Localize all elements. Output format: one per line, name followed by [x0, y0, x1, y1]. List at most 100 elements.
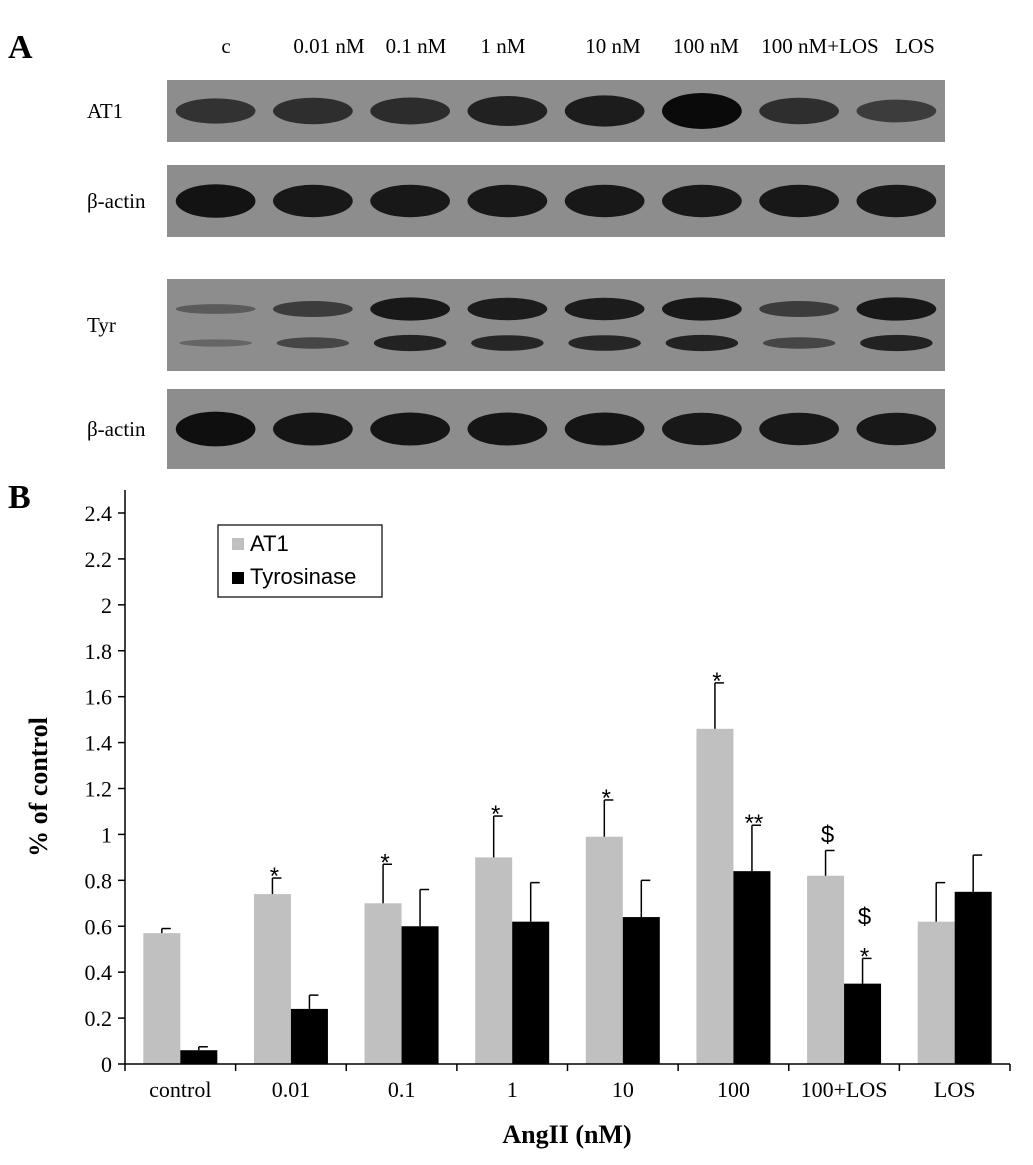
x-tick-label-0-1: 0.1 [388, 1077, 416, 1102]
legend-swatch-at1 [232, 538, 244, 550]
y-tick-label: 1.2 [85, 777, 113, 802]
bar-at1-0-1 [364, 903, 402, 1064]
bar-at1-control [143, 933, 181, 1064]
bar-at1-100 [696, 728, 734, 1064]
y-tick-label: 0.8 [85, 868, 113, 893]
blot-label: β-actin [87, 417, 146, 441]
band-lower [373, 334, 447, 352]
lane-label-0-1-nm: 0.1 nM [386, 34, 447, 58]
bar-tyrosinase-10 [622, 917, 660, 1064]
band [175, 184, 256, 218]
bar-at1-0-01 [253, 894, 291, 1064]
bar-at1-10 [585, 836, 623, 1064]
bar-tyrosinase-1 [512, 921, 550, 1064]
bar-tyrosinase-0-1 [401, 926, 439, 1064]
band [370, 97, 450, 125]
panel-a-letter: A [8, 29, 33, 66]
annotation-at1-1: * [491, 801, 500, 828]
y-tick-label: 2.2 [85, 547, 113, 572]
blot-at1-0: AT1 [87, 80, 945, 142]
lane-label-0-01-nm: 0.01 nM [293, 34, 365, 58]
annotation-at1-10: * [602, 785, 611, 812]
band [273, 412, 353, 446]
band [662, 93, 742, 129]
lane-label-100-nm-los: 100 nM+LOS [761, 34, 878, 58]
error-bars [161, 682, 983, 1051]
y-axis-ticks: 0 0.2 0.4 0.6 0.8 1 1.2 1.4 1.6 1.8 2 2.2 2.4 [85, 501, 125, 1077]
annotation-at1-100-los: $ [821, 821, 834, 848]
band [370, 412, 450, 446]
band [467, 184, 548, 218]
panel-b-letter: B [8, 479, 31, 516]
bar-at1-100-los [807, 875, 845, 1064]
y-tick-label: 0.2 [85, 1006, 113, 1031]
x-tick-label-10: 10 [612, 1077, 634, 1102]
legend-label-at1: AT1 [250, 531, 289, 556]
bar-tyrosinase-control [180, 1050, 218, 1064]
blot-actin-1: β-actin [87, 165, 945, 237]
lane-label-1-nm: 1 nM [481, 34, 526, 58]
lane-labels: c 0.01 nM 0.1 nM 1 nM 10 nM 100 nM 100 nM+LOS L… [221, 34, 935, 58]
band [564, 412, 645, 446]
blot-background [167, 279, 945, 371]
y-tick-label: 2 [101, 593, 112, 618]
y-tick-label: 2.4 [85, 501, 113, 526]
band-upper [759, 300, 839, 318]
bar-at1-los [917, 921, 955, 1064]
x-axis-ticks: control 0.01 0.1 1 10 100 100+LOS LOS [124, 1064, 1011, 1102]
y-tick-label: 1 [101, 822, 112, 847]
band-lower [179, 339, 252, 347]
band-upper [467, 297, 548, 321]
band-lower [276, 337, 350, 349]
band-upper [273, 300, 353, 318]
annotation-tyrosinase-100-los: $ [858, 903, 871, 930]
band [175, 98, 256, 124]
band [759, 412, 839, 446]
band [662, 412, 742, 446]
bar-tyrosinase-los [954, 891, 992, 1064]
y-tick-label: 1.6 [85, 685, 113, 710]
y-tick-label: 0.4 [85, 960, 113, 985]
band [662, 184, 742, 218]
annotation-tyrosinase-100-los: * [860, 943, 869, 970]
legend-box [217, 524, 383, 598]
annotation-at1-0-1: * [380, 849, 389, 876]
band [273, 184, 353, 218]
band [467, 412, 548, 446]
legend-swatch-tyrosinase [232, 572, 244, 584]
x-axis-title: AngII (nM) [502, 1120, 631, 1149]
band [856, 412, 937, 446]
band-lower [568, 335, 641, 351]
blot-label: AT1 [87, 99, 123, 123]
band [856, 184, 937, 218]
annotation-at1-100: * [712, 668, 721, 695]
western-blots: AT1 β-actin Tyr β-actin [87, 80, 945, 469]
blot-actin-3: β-actin [87, 389, 945, 469]
bar-tyrosinase-100 [733, 871, 771, 1064]
lane-label-10-nm: 10 nM [585, 34, 641, 58]
band-lower [762, 337, 836, 349]
x-tick-label-control: control [149, 1077, 211, 1102]
x-tick-label-1: 1 [507, 1077, 518, 1102]
band-lower [665, 334, 739, 352]
x-tick-label-100-los: 100+LOS [801, 1077, 888, 1102]
band [564, 95, 645, 127]
legend-label-tyrosinase: Tyrosinase [250, 564, 356, 589]
annotation-tyrosinase-100: ** [745, 810, 764, 837]
band [564, 184, 645, 218]
band [175, 411, 256, 447]
band [370, 184, 450, 218]
band-upper [662, 297, 742, 321]
y-tick-label: 0 [101, 1052, 112, 1077]
significance-annotations: ******* $$* [270, 668, 871, 971]
legend: AT1 Tyrosinase [217, 524, 383, 598]
blot-tyr-2: Tyr [87, 279, 945, 371]
lane-label-100-nm: 100 nM [673, 34, 739, 58]
band [273, 97, 353, 125]
band-upper [175, 304, 256, 314]
band-lower [471, 335, 544, 351]
bar-series [143, 728, 992, 1064]
lane-label-c: c [221, 34, 230, 58]
y-axis-title: % of control [24, 717, 53, 857]
